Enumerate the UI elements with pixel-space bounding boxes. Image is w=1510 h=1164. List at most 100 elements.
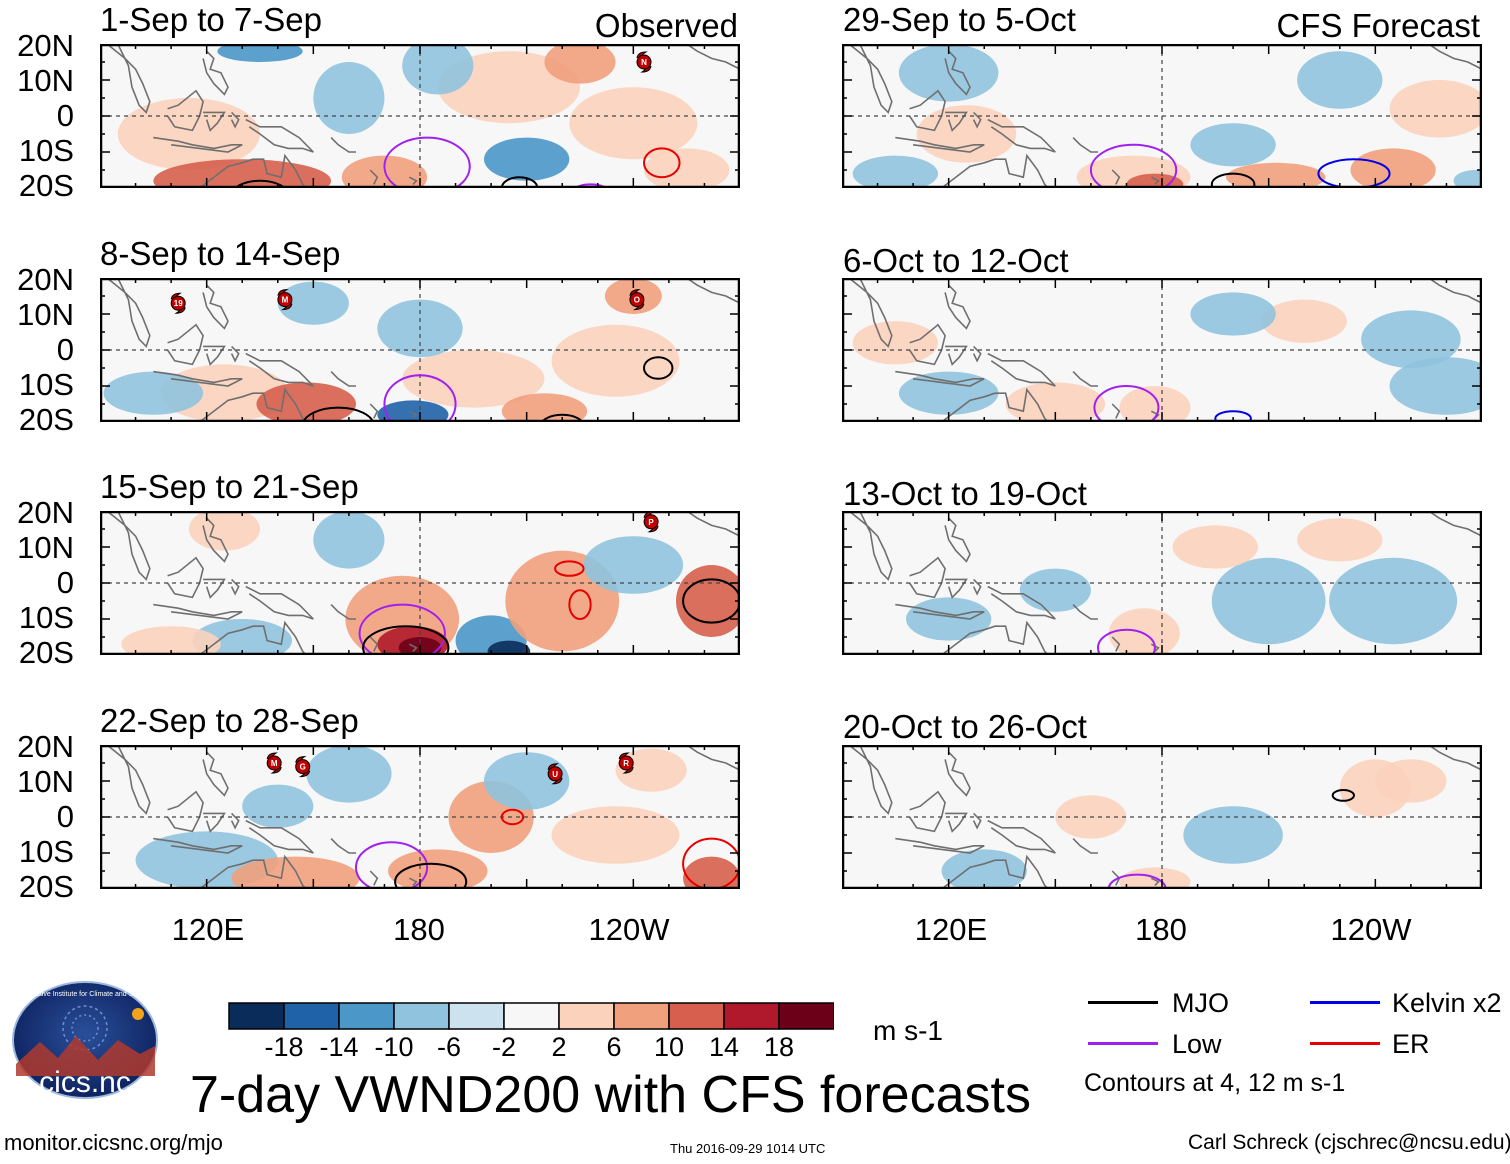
storm-label: M bbox=[282, 296, 289, 305]
coastline bbox=[203, 111, 226, 132]
lat-label: 20N bbox=[17, 28, 74, 63]
coastline bbox=[972, 578, 982, 596]
wave-contour bbox=[1317, 158, 1391, 188]
coastline bbox=[106, 511, 151, 581]
colorbar-tick-label: 2 bbox=[551, 1032, 567, 1062]
lat-label: 10N bbox=[17, 63, 74, 98]
storm-label: U bbox=[552, 770, 558, 779]
storm-core bbox=[295, 759, 311, 775]
coastline bbox=[895, 837, 985, 854]
coastline bbox=[987, 352, 1056, 387]
coastline bbox=[1111, 403, 1121, 419]
storm-label: N bbox=[641, 58, 647, 67]
wave-contour bbox=[573, 183, 608, 188]
chart-title: 7-day VWND200 with CFS forecasts bbox=[190, 1066, 1031, 1124]
anomaly-patch bbox=[551, 324, 680, 397]
anomaly-patch bbox=[242, 784, 314, 828]
anomaly-patch bbox=[1005, 382, 1106, 422]
lat-label: 10S bbox=[18, 133, 74, 168]
wave-contour bbox=[394, 862, 468, 889]
coastline bbox=[153, 603, 243, 620]
wave-contour bbox=[1331, 789, 1356, 802]
anomaly-patch bbox=[583, 536, 684, 594]
coastline bbox=[230, 111, 240, 129]
coastline bbox=[939, 854, 1050, 889]
coastline bbox=[1072, 838, 1098, 854]
legend-line-kelvin bbox=[1310, 1001, 1380, 1004]
wave-contour bbox=[1107, 873, 1167, 889]
coastline bbox=[848, 745, 893, 815]
storm-marker: G bbox=[295, 756, 311, 778]
coastline bbox=[939, 153, 1050, 188]
legend-label-low: Low bbox=[1172, 1029, 1222, 1059]
anomaly-patch bbox=[1172, 525, 1258, 569]
legend-label-mjo: MJO bbox=[1172, 988, 1229, 1018]
coastline bbox=[1072, 604, 1098, 620]
coastline bbox=[408, 410, 418, 419]
panel-title: 1-Sep to 7-Sep bbox=[100, 1, 322, 38]
lat-label: 10S bbox=[18, 834, 74, 869]
lon-label: 120E bbox=[914, 912, 988, 947]
coastline bbox=[153, 136, 243, 153]
storm-marker: M bbox=[266, 752, 282, 774]
legend-line-mjo bbox=[1088, 1001, 1158, 1004]
lat-label: 20S bbox=[18, 168, 74, 203]
storm-core bbox=[266, 755, 282, 771]
coastline bbox=[987, 118, 1056, 153]
lat-label: 0 bbox=[56, 98, 74, 133]
wave-contour bbox=[233, 179, 287, 188]
coastline bbox=[686, 278, 740, 304]
coastline bbox=[1428, 745, 1482, 771]
coastline bbox=[166, 790, 204, 833]
coastline bbox=[895, 603, 985, 620]
footer-timestamp: Thu 2016-09-29 1014 UTC bbox=[670, 1141, 826, 1156]
anomaly-patch bbox=[313, 62, 385, 134]
wave-contour bbox=[362, 625, 450, 655]
coastline bbox=[848, 511, 893, 581]
coastline bbox=[686, 745, 740, 771]
coastline bbox=[245, 819, 314, 854]
storm-marker: P bbox=[643, 511, 659, 533]
coastline bbox=[106, 278, 151, 348]
anomaly-patch bbox=[1453, 170, 1482, 188]
anomaly-patch bbox=[852, 155, 938, 188]
coastline bbox=[197, 387, 308, 422]
wave-contour bbox=[500, 808, 525, 826]
lat-label: 20S bbox=[18, 402, 74, 437]
coastline bbox=[166, 89, 204, 132]
anomaly-patch bbox=[1375, 759, 1447, 803]
coastline bbox=[939, 620, 1050, 655]
anomaly-patch bbox=[487, 640, 531, 655]
map-panel: N bbox=[100, 44, 740, 188]
legend-line-er bbox=[1310, 1042, 1380, 1045]
lat-label: 10N bbox=[17, 530, 74, 565]
anomaly-patch bbox=[1329, 557, 1458, 645]
coastline bbox=[369, 403, 379, 419]
anomaly-patch bbox=[1183, 806, 1283, 864]
lat-label: 20N bbox=[17, 495, 74, 530]
lon-label: 180 bbox=[393, 912, 445, 947]
coastline bbox=[330, 371, 356, 387]
coastline bbox=[330, 838, 356, 854]
lat-label: 10S bbox=[18, 367, 74, 402]
storm-label: M bbox=[271, 759, 278, 768]
forecast-label: CFS Forecast bbox=[1276, 7, 1480, 44]
anomaly-patch bbox=[256, 382, 356, 422]
storm-marker: R bbox=[618, 752, 634, 774]
anomaly-patch bbox=[1389, 357, 1482, 415]
coastline bbox=[230, 578, 240, 596]
lon-label: 120E bbox=[171, 912, 245, 947]
coastline bbox=[166, 323, 204, 366]
coastline bbox=[330, 604, 356, 620]
coastline bbox=[197, 153, 308, 188]
anomaly-patch bbox=[1190, 123, 1276, 167]
map-panel bbox=[842, 511, 1482, 655]
anomaly-patch bbox=[1361, 310, 1461, 368]
coastline bbox=[686, 511, 740, 537]
anomaly-patch bbox=[906, 597, 992, 641]
colorbar-swatch bbox=[283, 1002, 340, 1030]
map-panel: 19 M O bbox=[100, 278, 740, 422]
wave-contour bbox=[302, 406, 375, 422]
anomaly-patch bbox=[683, 856, 740, 889]
coastline bbox=[987, 585, 1056, 620]
